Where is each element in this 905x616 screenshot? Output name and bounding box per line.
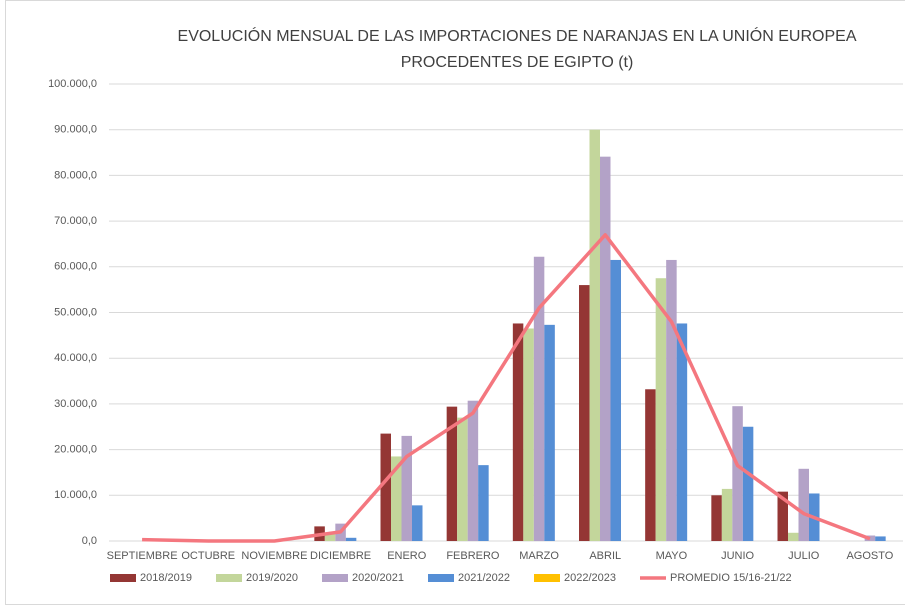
bar bbox=[676, 323, 688, 541]
bar bbox=[579, 285, 590, 541]
legend-swatch bbox=[110, 574, 136, 582]
legend-label: 2021/2022 bbox=[458, 572, 510, 584]
bar bbox=[732, 406, 743, 541]
legend-swatch bbox=[428, 574, 454, 582]
bar bbox=[600, 156, 611, 541]
bar bbox=[533, 256, 545, 541]
x-tick-label: JULIO bbox=[788, 550, 820, 562]
bar bbox=[457, 417, 468, 541]
legend-swatch bbox=[534, 574, 560, 582]
x-tick-label: AGOSTO bbox=[846, 550, 893, 562]
x-tick-label: ABRIL bbox=[589, 550, 621, 562]
bar bbox=[478, 465, 489, 541]
bar bbox=[446, 406, 458, 541]
bar bbox=[467, 400, 479, 541]
y-tick-label: 100.000,0 bbox=[48, 78, 97, 90]
bar bbox=[666, 259, 677, 541]
legend-label: 2020/2021 bbox=[352, 572, 404, 584]
x-tick-label: NOVIEMBRE bbox=[241, 550, 307, 562]
x-tick-label: FEBRERO bbox=[446, 550, 500, 562]
bar bbox=[324, 534, 336, 541]
bar bbox=[798, 468, 809, 541]
legend-label: 2022/2023 bbox=[564, 572, 616, 584]
bar bbox=[610, 259, 621, 541]
y-tick-label: 80.000,0 bbox=[54, 169, 97, 181]
bar bbox=[345, 537, 357, 541]
y-tick-label: 30.000,0 bbox=[54, 398, 97, 410]
x-tick-label: OCTUBRE bbox=[181, 550, 235, 562]
bar bbox=[721, 488, 733, 541]
x-tick-label: ENERO bbox=[387, 550, 427, 562]
legend-label: 2019/2020 bbox=[246, 572, 298, 584]
x-tick-label: MARZO bbox=[519, 550, 559, 562]
y-tick-label: 40.000,0 bbox=[54, 352, 97, 364]
legend-swatch bbox=[216, 574, 242, 582]
y-tick-label: 20.000,0 bbox=[54, 444, 97, 456]
bar bbox=[544, 324, 555, 541]
bar bbox=[645, 389, 656, 541]
bar bbox=[875, 536, 886, 541]
line bbox=[142, 233, 871, 543]
bar bbox=[589, 129, 600, 541]
y-tick-label: 50.000,0 bbox=[54, 306, 97, 318]
bar bbox=[512, 323, 524, 541]
y-tick-label: 90.000,0 bbox=[54, 124, 97, 136]
x-tick-label: DICIEMBRE bbox=[310, 550, 371, 562]
bar bbox=[711, 495, 722, 541]
chart-border bbox=[5, 0, 905, 605]
bar bbox=[655, 278, 667, 541]
y-tick-label: 10.000,0 bbox=[54, 489, 97, 501]
bar bbox=[380, 433, 391, 541]
y-tick-label: 70.000,0 bbox=[54, 215, 97, 227]
legend-label: PROMEDIO 15/16-21/22 bbox=[670, 572, 792, 584]
bar bbox=[391, 456, 402, 541]
bar bbox=[401, 435, 412, 541]
bar bbox=[742, 426, 754, 541]
y-tick-label: 0,0 bbox=[82, 535, 97, 547]
chart-title: PROCEDENTES DE EGIPTO (t) bbox=[401, 54, 634, 71]
x-tick-label: JUNIO bbox=[721, 550, 754, 562]
bar bbox=[523, 328, 534, 541]
y-tick-label: 60.000,0 bbox=[54, 261, 97, 273]
x-tick-label: SEPTIEMBRE bbox=[107, 550, 178, 562]
legend-swatch bbox=[322, 574, 348, 582]
bar bbox=[777, 491, 788, 541]
x-tick-label: MAYO bbox=[656, 550, 688, 562]
bar bbox=[412, 505, 423, 541]
bar bbox=[788, 532, 799, 541]
legend-label: 2018/2019 bbox=[140, 572, 192, 584]
chart-title: EVOLUCIÓN MENSUAL DE LAS IMPORTACIONES D… bbox=[178, 26, 857, 45]
